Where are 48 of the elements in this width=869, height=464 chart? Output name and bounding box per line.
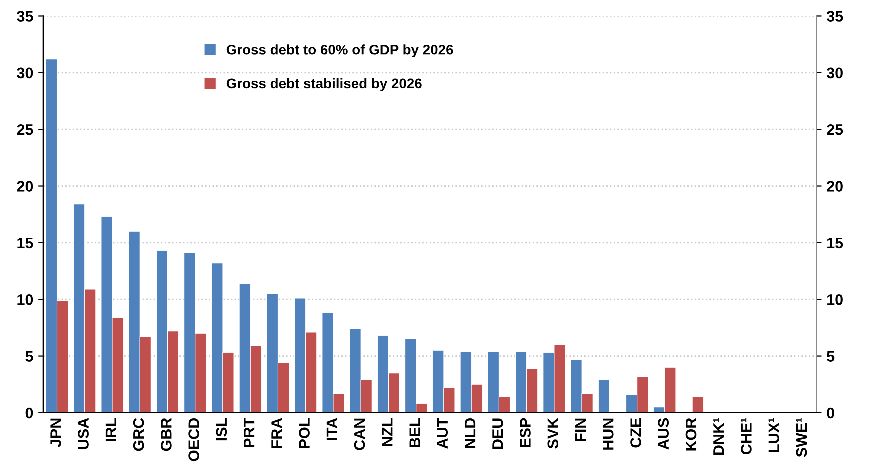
x-tick-label: LUX¹: [768, 418, 780, 452]
x-tick-label: ITA: [326, 418, 338, 440]
y-tick-label: 35: [17, 11, 34, 22]
x-tick-label: AUS: [658, 418, 670, 450]
legend-label: Gross debt to 60% of GDP by 2026: [226, 44, 454, 58]
y-tick-label: 5: [26, 351, 34, 362]
y2-tick-label: 5: [827, 351, 835, 362]
x-tick-label: AUT: [437, 418, 448, 449]
x-tick-label: PRT: [244, 418, 255, 448]
y-tick-label: 20: [17, 181, 34, 192]
x-tick-label: DNK¹: [714, 418, 724, 455]
y-tick-label: 25: [17, 124, 34, 136]
x-tick-label: GRC: [133, 418, 144, 452]
x-tick-label: ISL: [216, 418, 228, 441]
bar: [692, 396, 704, 413]
x-tick-label: GBR: [161, 418, 172, 452]
x-tick-label: SWE¹: [796, 418, 808, 458]
x-tick-label: NZL: [382, 418, 393, 446]
x-tick-label: CHE¹: [741, 418, 752, 455]
x-tick-label: OECD: [188, 418, 200, 462]
x-tick-label: USA: [78, 418, 89, 450]
x-tick-label: ESP: [520, 418, 531, 448]
y2-tick-label: 35: [826, 11, 844, 22]
bar: [598, 380, 610, 413]
y-tick-label: 30: [17, 68, 34, 79]
y2-tick-label: 0: [827, 408, 834, 419]
x-tick-label: HUN: [603, 418, 614, 450]
x-tick-label: CAN: [354, 418, 366, 450]
legend-label: Gross debt stabilised by 2026: [226, 78, 422, 92]
y2-tick-label: 10: [828, 294, 843, 306]
x-tick-label: BEL: [410, 418, 420, 448]
x-tick-label: FRA: [272, 418, 282, 448]
x-tick-label: JPN: [50, 418, 62, 448]
y2-tick-label: 15: [828, 238, 844, 249]
y-tick-label: 15: [18, 238, 34, 249]
y2-tick-label: 25: [827, 124, 844, 136]
x-tick-label: NLD: [465, 418, 476, 448]
x-tick-label: IRL: [106, 418, 116, 442]
y-tick-label: 10: [18, 294, 34, 306]
x-tick-label: FIN: [576, 418, 586, 442]
x-tick-label: KOR: [686, 418, 697, 451]
x-tick-label: SVK: [548, 418, 559, 449]
x-tick-label: DEU: [492, 418, 504, 450]
x-tick-label: CZE: [630, 418, 642, 448]
y2-tick-label: 30: [826, 68, 843, 79]
x-tick-label: POL: [299, 418, 310, 448]
y2-tick-label: 20: [827, 181, 843, 192]
y-tick-label: 0: [26, 408, 34, 419]
